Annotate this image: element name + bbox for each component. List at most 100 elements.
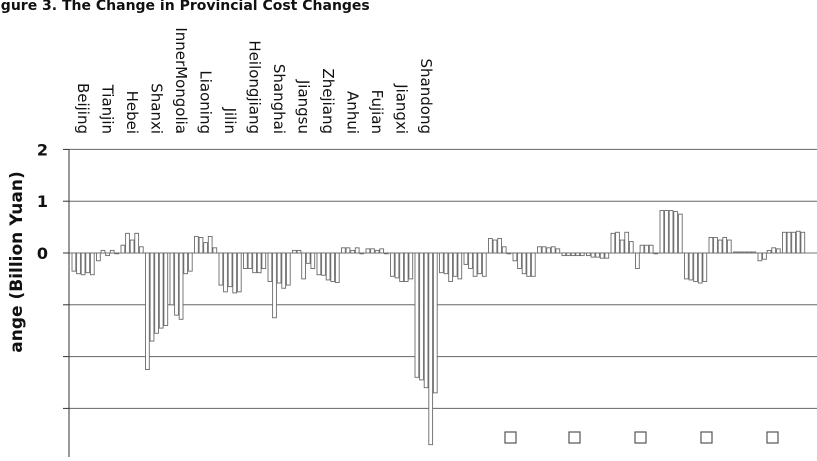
bar [795, 230, 801, 254]
bar [717, 239, 723, 254]
bar [771, 247, 777, 254]
bar [403, 252, 409, 282]
legend-swatch [766, 431, 779, 444]
bar [677, 213, 683, 254]
legend-swatch [504, 431, 517, 444]
bar [762, 252, 767, 260]
category-label-layer: Beijing Tianjin Hebei Shanxi InnerMongolia Li… [74, 27, 435, 134]
y-axis-label: ange (Billion Yuan) [7, 171, 27, 352]
bar [194, 235, 199, 254]
category-label: Beijing [74, 83, 92, 134]
bar [443, 252, 449, 275]
bar [163, 252, 169, 326]
bar [138, 246, 144, 254]
category-label: Jiangsu [295, 79, 313, 134]
bar [757, 252, 763, 262]
category-label: Liaoning [197, 70, 215, 134]
bar [158, 252, 164, 329]
bar [272, 252, 277, 319]
bar [659, 210, 665, 254]
bar [414, 252, 420, 378]
bar [370, 248, 375, 254]
bar [145, 252, 150, 371]
bar [530, 252, 536, 277]
bar [301, 252, 306, 280]
bar [561, 252, 567, 257]
bar [399, 252, 404, 282]
bar [497, 238, 502, 254]
bar [281, 252, 287, 289]
category-label: Tianjin [99, 84, 117, 134]
category-label: Heilongjiang [246, 40, 264, 134]
bar [639, 244, 645, 254]
bar [684, 252, 689, 280]
axis-layer: 2 1 0 [37, 140, 70, 457]
bar [169, 252, 175, 306]
bar [198, 237, 204, 254]
category-label: Zhejiang [319, 68, 337, 134]
bar [477, 252, 483, 275]
bar [105, 252, 110, 257]
bar [207, 235, 213, 254]
bar [354, 247, 360, 254]
bar [673, 211, 679, 254]
bar [746, 251, 752, 254]
bar [653, 252, 659, 255]
bar [310, 252, 316, 269]
bar [521, 252, 527, 275]
bar [256, 252, 262, 274]
bar [423, 252, 429, 389]
bar [615, 231, 620, 254]
category-label: Shanxi [148, 83, 166, 134]
bar [713, 237, 718, 254]
category-label: Jilin [221, 107, 239, 134]
bar [236, 252, 242, 293]
bar [526, 252, 532, 277]
bar [481, 252, 487, 277]
bar [668, 210, 674, 254]
bar [227, 252, 233, 288]
bar [296, 249, 302, 254]
bar [183, 252, 189, 275]
bar [252, 252, 257, 274]
bar [766, 249, 772, 254]
bar [624, 231, 630, 254]
bar [688, 252, 694, 281]
bar [733, 251, 738, 254]
bar [261, 252, 267, 269]
y-tick-label: 0 [37, 244, 48, 263]
bar [394, 252, 400, 279]
category-label: Anhui [344, 91, 362, 134]
bar [664, 210, 669, 254]
bar [439, 252, 444, 274]
bar [120, 244, 126, 254]
bar [517, 252, 522, 269]
bar [125, 232, 130, 254]
bar [292, 249, 297, 254]
bar [737, 251, 743, 254]
bar [129, 239, 135, 254]
bar [187, 252, 193, 272]
bar [697, 252, 703, 284]
bar [590, 252, 596, 258]
bar [432, 252, 438, 394]
bar [71, 252, 77, 272]
bar [708, 237, 714, 254]
bar [775, 248, 781, 254]
bar [610, 232, 616, 254]
category-label: InnerMongolia [172, 27, 190, 134]
bar [566, 252, 571, 257]
bar [555, 248, 561, 254]
bar [109, 249, 115, 254]
bar [575, 252, 581, 257]
bar [782, 231, 787, 254]
bar [285, 252, 291, 286]
bar [726, 239, 732, 254]
legend-swatch [700, 431, 713, 444]
bar [223, 252, 228, 293]
bar [330, 252, 336, 282]
bar [635, 252, 640, 269]
bar [419, 252, 424, 381]
bar [702, 252, 708, 282]
